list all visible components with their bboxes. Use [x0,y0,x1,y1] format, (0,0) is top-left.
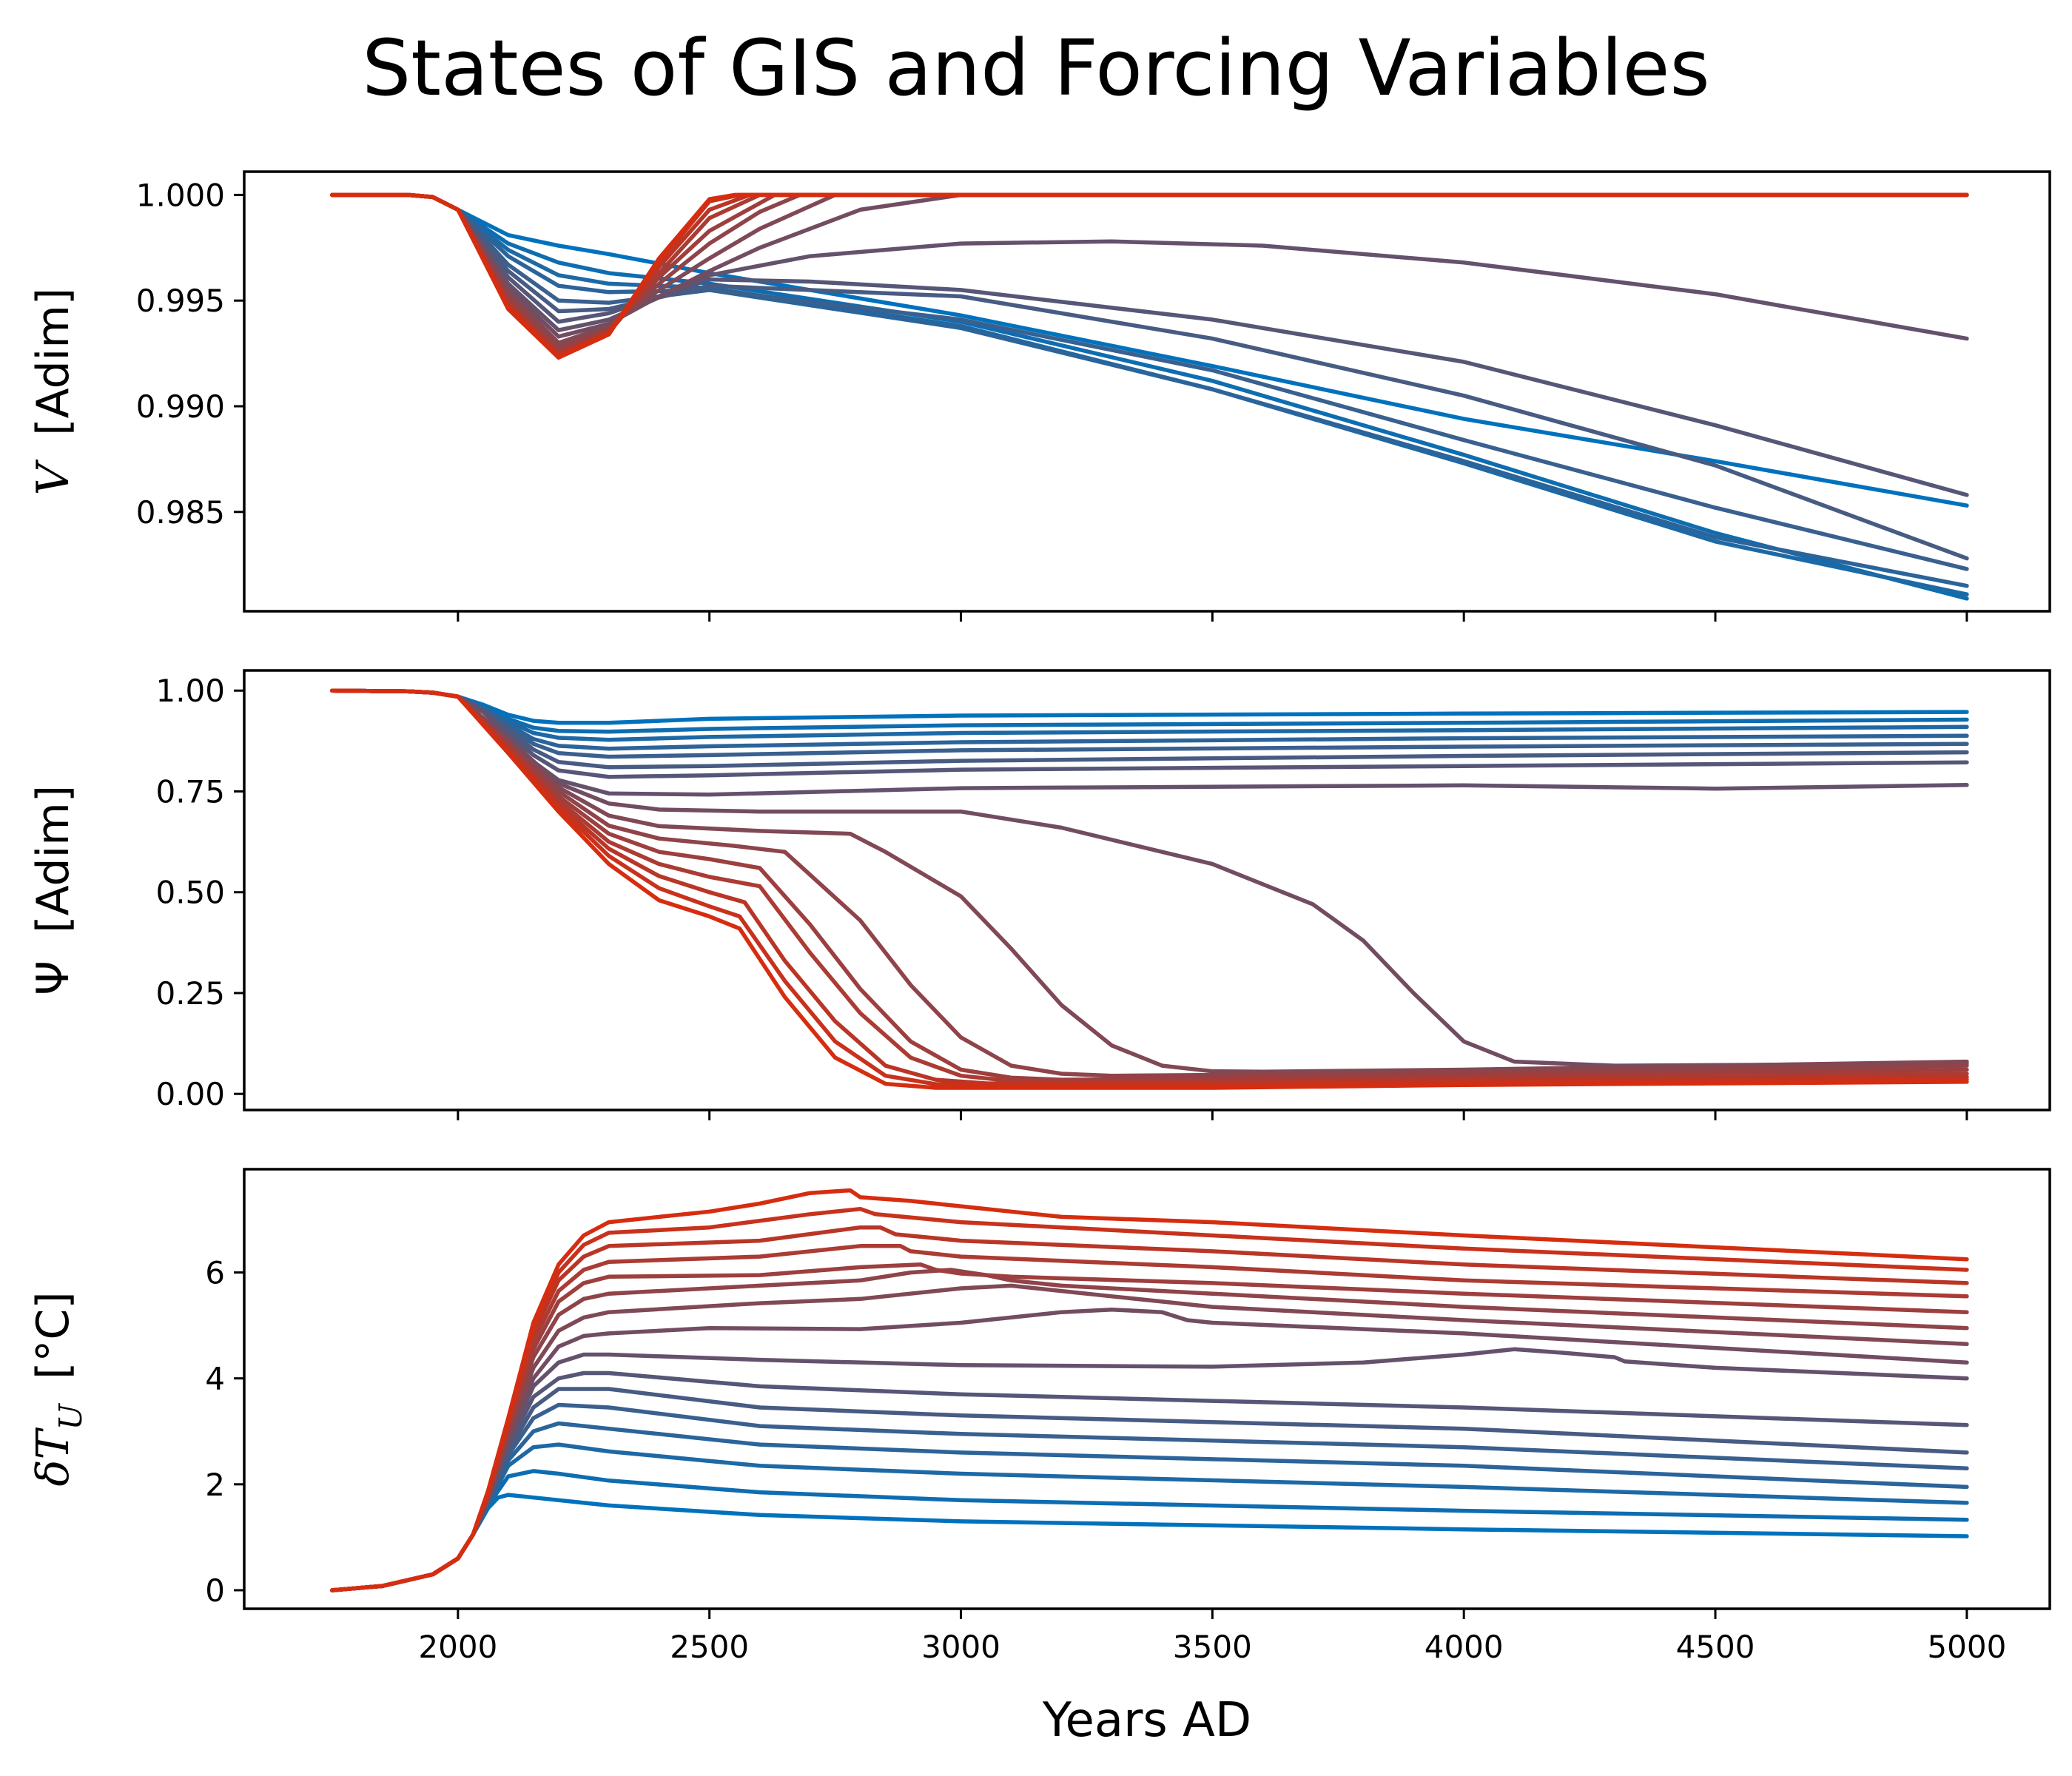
psi-y-axis-label: Ψ [Adim] [27,785,79,995]
temperature-y-tick-label: 2 [205,1467,225,1503]
x-axis-label: Years AD [1042,1693,1251,1748]
psi-y-tick-label: 0.00 [155,1076,225,1112]
psi-y-axis-symbol: Ψ [27,961,79,995]
temperature-y-ticks: 0 2 4 6 [205,1255,244,1609]
temperature-axes-frame [243,1168,2051,1610]
temperature-y-tick-label: 6 [205,1255,225,1291]
volume-lines [330,192,1969,601]
temperature-x-tick-label: 2000 [418,1629,497,1665]
volume-y-tick-label: 0.990 [136,388,225,425]
temperature-x-tick-label: 4000 [1424,1629,1504,1665]
psi-x-ticks [457,1110,1968,1120]
psi-series-line-16 [330,688,1969,1090]
volume-axes-frame [243,170,2051,613]
temperature-y-tick-label: 0 [205,1572,225,1609]
volume-y-tick-label: 0.995 [136,283,225,319]
volume-y-axis-label: V [Adim] [27,288,79,495]
temperature-y-axis-unit: [°C] [27,1291,79,1379]
psi-y-ticks: 0.00 0.25 0.50 0.75 1.00 [155,673,244,1112]
volume-x-ticks [457,611,1968,622]
temperature-y-axis-label: δTU [°C] [27,1291,92,1486]
temperature-x-tick-label: 3500 [1173,1629,1252,1665]
volume-y-tick-label: 0.985 [136,494,225,531]
temperature-x-tick-label: 5000 [1927,1629,2006,1665]
psi-y-tick-label: 1.00 [155,673,225,709]
temperature-x-tick-label: 3000 [921,1629,1000,1665]
temperature-x-tick-label: 4500 [1676,1629,1755,1665]
psi-y-tick-label: 0.50 [155,875,225,911]
psi-y-tick-label: 0.25 [155,975,225,1012]
temperature-series-line-16 [330,1188,1969,1592]
temperature-x-ticks: 2000 2500 3000 3500 4000 4500 5000 [418,1609,2006,1665]
volume-y-axis-unit: [Adim] [27,288,79,436]
psi-axes-frame [243,669,2051,1111]
temperature-y-axis-symbol: δT [27,1427,79,1487]
volume-y-axis-symbol: V [27,459,79,495]
panel-temperature: 2000 2500 3000 3500 4000 4500 5000 0 2 4 6 δTU [°… [27,1168,2051,1665]
psi-y-axis-unit: [Adim] [27,785,79,933]
volume-y-tick-label: 1.000 [136,177,225,213]
volume-y-ticks: 0.985 0.990 0.995 1.000 [136,177,244,531]
temperature-lines [330,1188,1969,1592]
psi-lines [330,688,1969,1090]
temperature-x-tick-label: 2500 [670,1629,749,1665]
chart-title: States of GIS and Forcing Variables [362,23,1709,113]
volume-series-line-16 [330,192,1969,360]
psi-y-tick-label: 0.75 [155,773,225,810]
panel-psi: 0.00 0.25 0.50 0.75 1.00 Ψ [Adim] [27,669,2051,1120]
panel-volume: 0.985 0.990 0.995 1.000 V [Adim] [27,170,2051,622]
temperature-y-tick-label: 4 [205,1361,225,1397]
temperature-y-axis-subscript: U [53,1403,89,1430]
